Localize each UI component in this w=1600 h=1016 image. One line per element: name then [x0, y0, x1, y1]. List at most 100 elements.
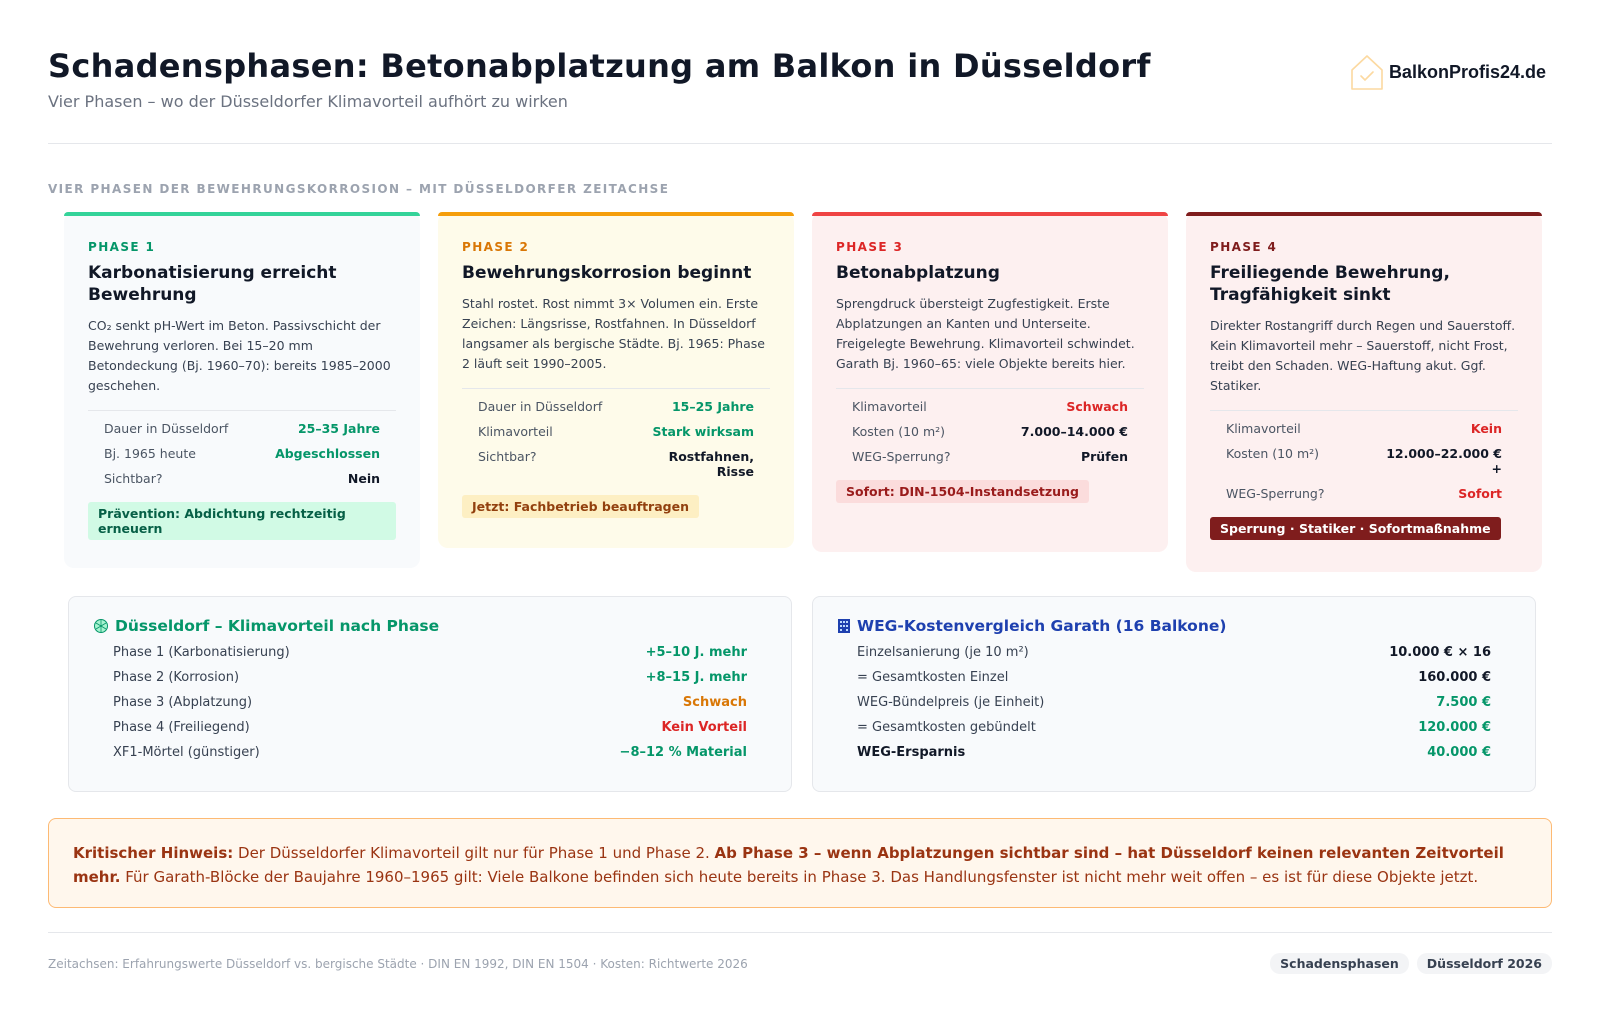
row-key: Dauer in Düsseldorf	[478, 399, 603, 414]
phase-accent	[812, 212, 1168, 216]
row-value: Nein	[347, 471, 380, 486]
brand-logo[interactable]: BalkonProfis24.de	[1349, 52, 1546, 92]
row-value: Kein Vorteil	[661, 720, 747, 735]
section-label: VIER PHASEN DER BEWEHRUNGSKORROSION – MI…	[48, 182, 670, 196]
footer-tag[interactable]: Düsseldorf 2026	[1416, 953, 1552, 974]
phase-title: Bewehrungskorrosion beginnt	[462, 263, 752, 283]
building-icon	[838, 619, 850, 633]
row-value: Stark wirksam	[652, 424, 754, 439]
row-key: WEG-Bündelpreis (je Einheit)	[857, 695, 1045, 710]
phase-description: Stahl rostet. Rost nimmt 3× Volumen ein.…	[462, 296, 765, 371]
phase-number: PHASE 2	[462, 240, 530, 254]
logo-text: BalkonProfis24.de	[1388, 61, 1546, 82]
row-key: = Gesamtkosten Einzel	[857, 670, 1009, 685]
phase-description: CO₂ senkt pH-Wert im Beton. Passivschich…	[88, 318, 391, 393]
phase-row: WEG-Sperrung? Sofort	[1210, 486, 1518, 501]
phase-title: Freiliegende Bewehrung, Tragfähigkeit si…	[1210, 263, 1450, 305]
row-key: Phase 1 (Karbonatisierung)	[113, 645, 290, 660]
phase-action-tag: Sperrung · Statiker · Sofortmaßnahme	[1210, 517, 1501, 540]
weg-cost-box: WEG-Kostenvergleich Garath (16 Balkone) …	[812, 596, 1536, 792]
row-value: 12.000–22.000 €+	[1386, 446, 1502, 476]
divider	[1210, 410, 1518, 411]
footer-source: Zeitachsen: Erfahrungswerte Düsseldorf v…	[48, 956, 748, 971]
row-key: Klimavorteil	[1226, 421, 1301, 436]
row-value: Sofort	[1458, 486, 1502, 501]
climate-advantage-box: Düsseldorf – Klimavorteil nach Phase Pha…	[68, 596, 792, 792]
row-value: Kein	[1470, 421, 1502, 436]
row-value: Schwach	[682, 695, 747, 710]
row-value: −8–12 % Material	[619, 745, 747, 760]
phase-action-tag: Prävention: Abdichtung rechtzeitig erneu…	[88, 502, 396, 540]
row-value: +8–15 J. mehr	[645, 670, 747, 685]
title-text: Düsseldorf – Klimavorteil nach Phase	[115, 617, 440, 635]
phase-card-1: PHASE 1 Karbonatisierung erreicht Bewehr…	[64, 212, 420, 568]
phase-number: PHASE 3	[836, 240, 904, 254]
phase-row: Klimavorteil Kein	[1210, 421, 1518, 436]
row-value: 160.000 €	[1418, 670, 1491, 685]
phase-accent	[64, 212, 420, 216]
page-subtitle: Vier Phasen – wo der Düsseldorfer Klimav…	[48, 92, 568, 111]
phase-card-3: PHASE 3 Betonabplatzung Sprengdruck über…	[812, 212, 1168, 552]
row-value: 10.000 € × 16	[1389, 645, 1491, 660]
phase-row: Kosten (10 m²) 12.000–22.000 €+	[1210, 446, 1518, 476]
row-value: 7.000–14.000 €	[1020, 424, 1128, 439]
row-value: Prüfen	[1080, 449, 1128, 464]
phase-card-4: PHASE 4 Freiliegende Bewehrung, Tragfähi…	[1186, 212, 1542, 572]
row-key: Bj. 1965 heute	[104, 446, 196, 461]
phase-card-2: PHASE 2 Bewehrungskorrosion beginnt Stah…	[438, 212, 794, 548]
row-value: 15–25 Jahre	[671, 399, 754, 414]
phase-row: Bj. 1965 heute Abgeschlossen	[88, 446, 396, 461]
row-value: 25–35 Jahre	[297, 421, 380, 436]
page-title: Schadensphasen: Betonabplatzung am Balko…	[48, 47, 1151, 85]
notice-text-1: Der Düsseldorfer Klimavorteil gilt nur f…	[233, 844, 715, 862]
phase-row: Dauer in Düsseldorf 15–25 Jahre	[462, 399, 770, 414]
phase-row: WEG-Sperrung? Prüfen	[836, 449, 1144, 464]
row-key: Kosten (10 m²)	[1226, 446, 1320, 461]
phase-row: Klimavorteil Stark wirksam	[462, 424, 770, 439]
critical-notice: Kritischer Hinweis: Der Düsseldorfer Kli…	[48, 818, 1552, 908]
phase-row: Klimavorteil Schwach	[836, 399, 1144, 414]
phase-title: Karbonatisierung erreicht Bewehrung	[88, 263, 337, 305]
row-key: WEG-Sperrung?	[852, 449, 951, 464]
climate-box-title: Düsseldorf – Klimavorteil nach Phase	[93, 617, 767, 635]
phase-row: Kosten (10 m²) 7.000–14.000 €	[836, 424, 1144, 439]
page-footer: Zeitachsen: Erfahrungswerte Düsseldorf v…	[48, 932, 1552, 974]
notice-bold: Ab Phase 3 – wenn Abplatzungen sichtbar …	[73, 844, 1504, 886]
cost-row: WEG-Bündelpreis (je Einheit) 7.500 €	[837, 695, 1511, 710]
phase-accent	[1186, 212, 1542, 216]
row-value: 120.000 €	[1418, 720, 1491, 735]
row-key: Klimavorteil	[852, 399, 927, 414]
divider	[88, 410, 396, 411]
cost-row: = Gesamtkosten Einzel 160.000 €	[837, 670, 1511, 685]
phase-row: Sichtbar? Rostfahnen, Risse	[462, 449, 770, 479]
phase-accent	[438, 212, 794, 216]
row-key: Einzelsanierung (je 10 m²)	[857, 645, 1029, 660]
row-value: Rostfahnen, Risse	[668, 449, 754, 479]
row-key: Sichtbar?	[104, 471, 163, 486]
row-key: Klimavorteil	[478, 424, 553, 439]
row-key: WEG-Ersparnis	[857, 745, 966, 760]
footer-tags: Schadensphasen Düsseldorf 2026	[1270, 953, 1552, 974]
footer-tag[interactable]: Schadensphasen	[1270, 953, 1409, 974]
row-key: Phase 3 (Abplatzung)	[113, 695, 253, 710]
title-text: WEG-Kostenvergleich Garath (16 Balkone)	[857, 617, 1227, 635]
cost-row: WEG-Ersparnis 40.000 €	[837, 745, 1511, 760]
row-key: Sichtbar?	[478, 449, 537, 464]
globe-icon	[94, 619, 108, 633]
cost-box-title: WEG-Kostenvergleich Garath (16 Balkone)	[837, 617, 1511, 635]
row-value: 7.500 €	[1436, 695, 1491, 710]
climate-row: XF1-Mörtel (günstiger) −8–12 % Material	[93, 745, 767, 760]
row-key: = Gesamtkosten gebündelt	[857, 720, 1036, 735]
row-value: 40.000 €	[1427, 745, 1491, 760]
page-header: Schadensphasen: Betonabplatzung am Balko…	[48, 44, 1552, 144]
row-value: Schwach	[1066, 399, 1128, 414]
phase-title: Betonabplatzung	[836, 263, 1000, 283]
row-key: Phase 2 (Korrosion)	[113, 670, 240, 685]
notice-text-2: Für Garath-Blöcke der Baujahre 1960–1965…	[120, 868, 1479, 886]
climate-row: Phase 4 (Freiliegend) Kein Vorteil	[93, 720, 767, 735]
phase-row: Sichtbar? Nein	[88, 471, 396, 486]
row-key: Dauer in Düsseldorf	[104, 421, 229, 436]
notice-lead: Kritischer Hinweis:	[73, 844, 234, 862]
phase-number: PHASE 4	[1210, 240, 1278, 254]
phase-action-tag: Jetzt: Fachbetrieb beauftragen	[462, 495, 699, 518]
